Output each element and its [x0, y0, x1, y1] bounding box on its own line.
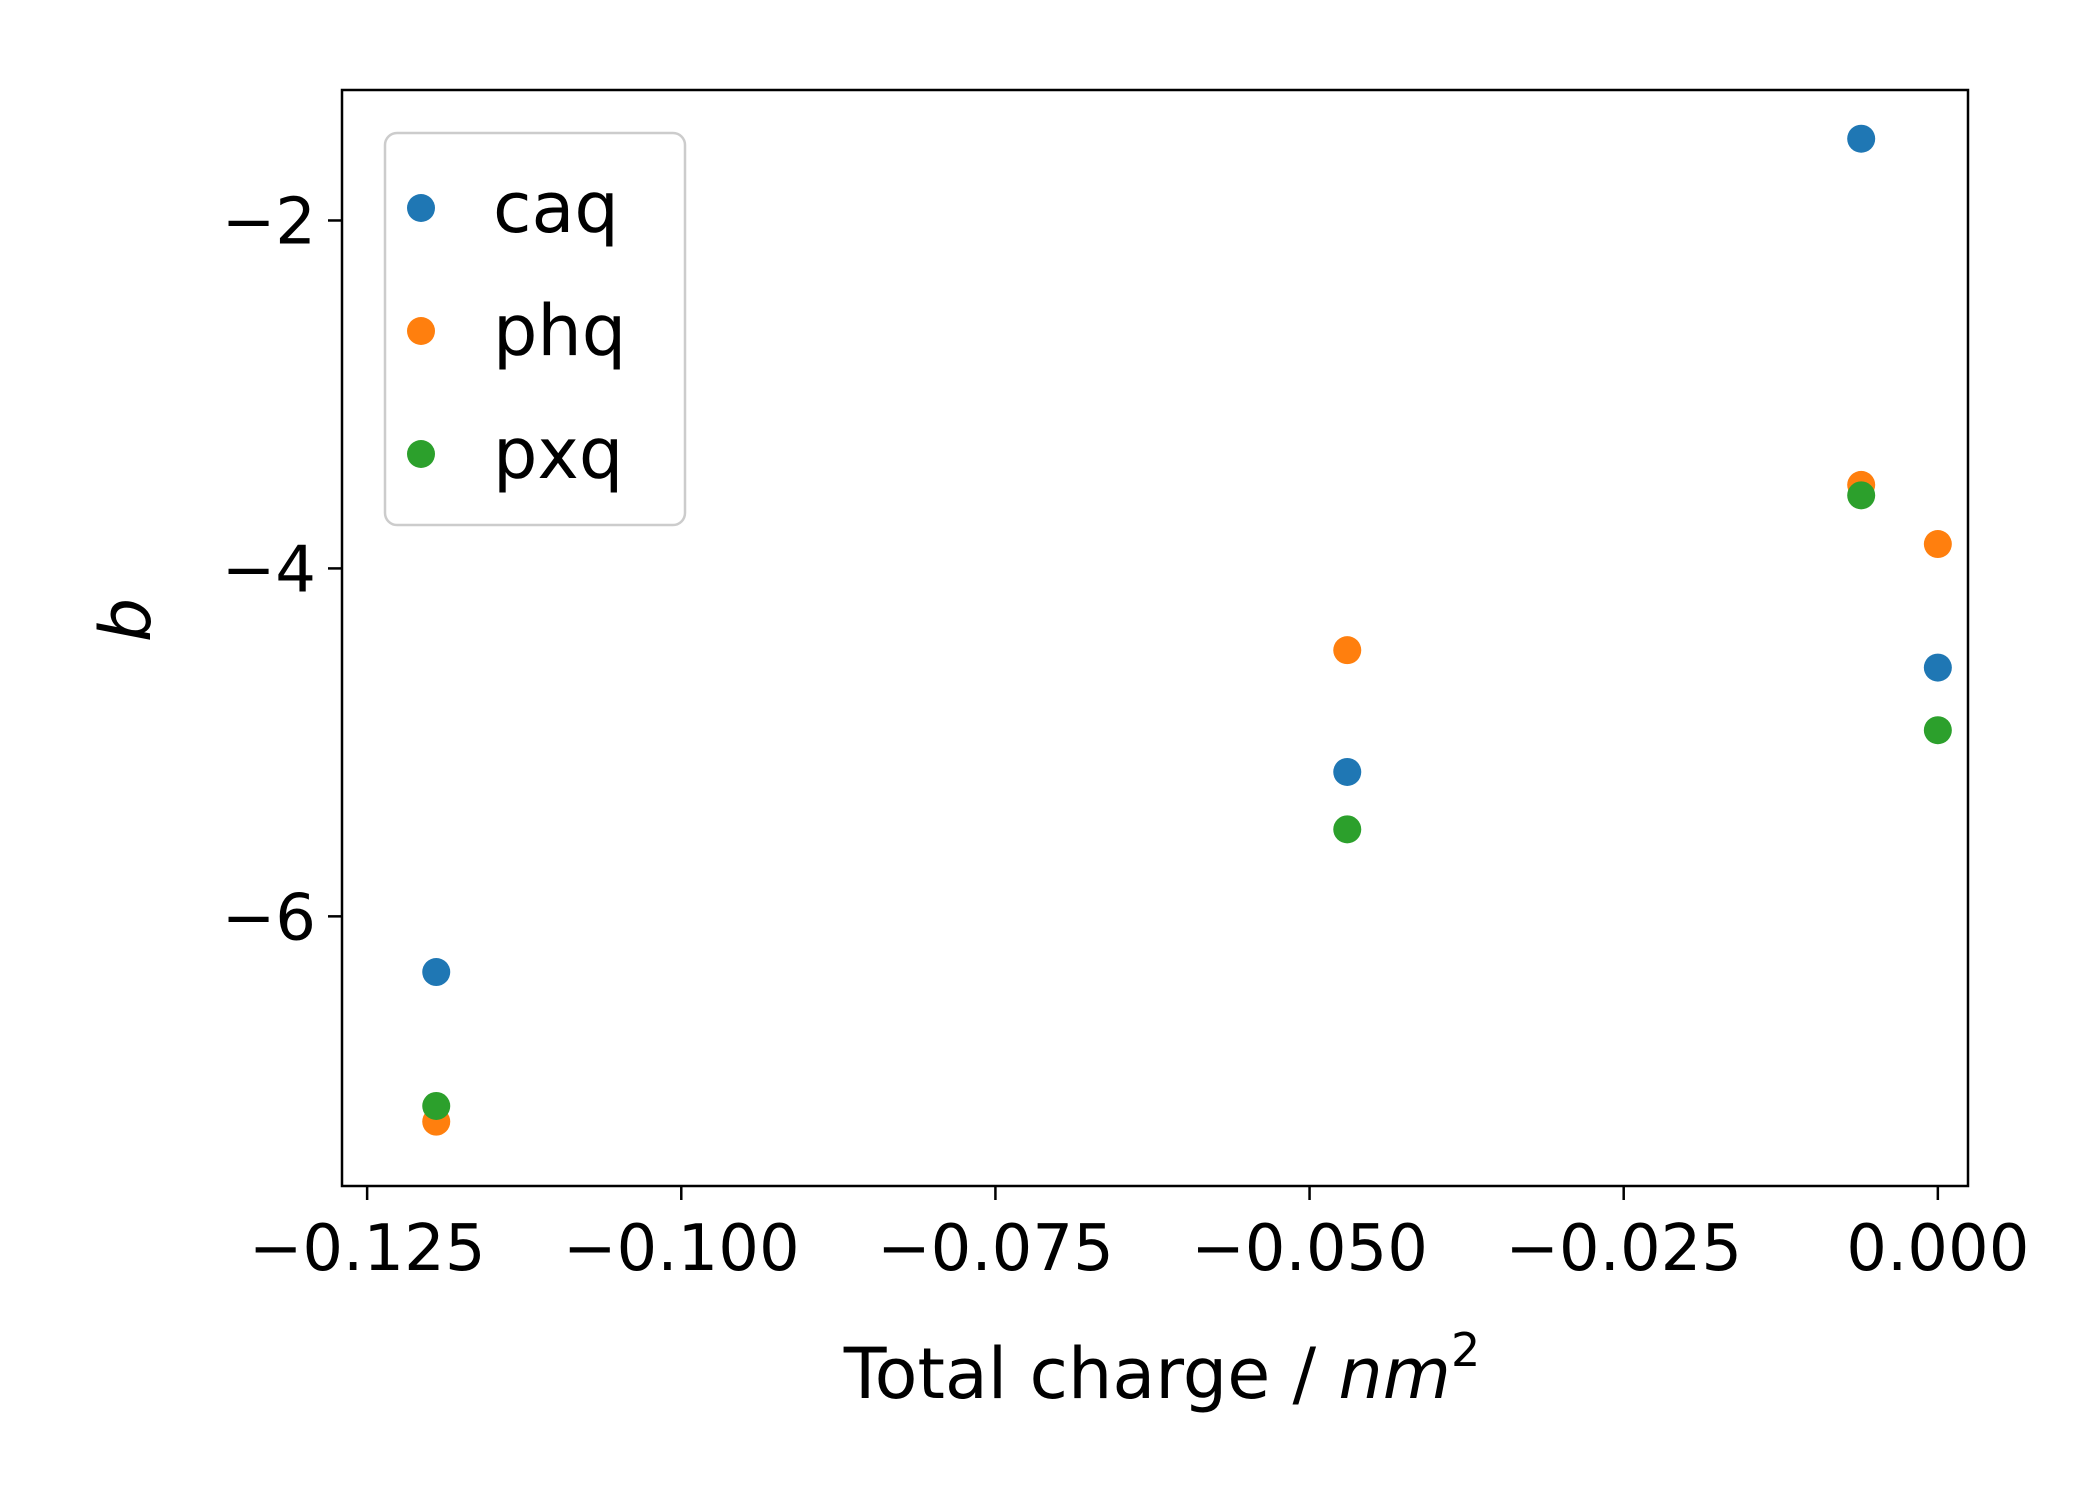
data-point-pxq: [1847, 481, 1876, 510]
x-axis-ticks: −0.125 −0.100 −0.075 −0.050 −0.025 0.000: [249, 1186, 2029, 1286]
x-axis-label-exponent: 2: [1451, 1323, 1480, 1377]
data-point-phq: [1333, 636, 1362, 665]
legend-frame: [383, 131, 687, 527]
x-axis-label: Total charge / nm2: [843, 1323, 1480, 1415]
x-tick-label: 0.000: [1846, 1212, 2029, 1286]
data-point-caq: [1333, 757, 1362, 786]
y-axis-label: b: [85, 598, 167, 642]
x-tick-label: −0.100: [563, 1212, 800, 1286]
legend: caq phq pxq: [383, 131, 687, 527]
y-tick-label: −4: [222, 533, 316, 607]
x-axis-label-text: Total charge /: [843, 1333, 1339, 1415]
data-point-caq: [422, 958, 451, 987]
data-point-pxq: [1923, 716, 1952, 745]
data-marks: [422, 124, 1952, 1136]
legend-label-pxq: pxq: [493, 413, 623, 495]
y-tick-label: −2: [222, 185, 316, 259]
legend-marker-pxq: [407, 440, 435, 468]
legend-label-phq: phq: [493, 290, 626, 372]
data-point-phq: [1923, 530, 1952, 559]
data-point-caq: [1923, 653, 1952, 682]
x-axis-label-unit: nm: [1338, 1333, 1451, 1415]
y-axis-ticks: −6 −4 −2: [222, 185, 342, 955]
data-point-pxq: [422, 1091, 451, 1120]
data-point-pxq: [1333, 815, 1362, 844]
x-tick-label: −0.125: [249, 1212, 486, 1286]
data-point-caq: [1847, 124, 1876, 153]
legend-label-caq: caq: [493, 167, 619, 249]
x-tick-label: −0.050: [1191, 1212, 1428, 1286]
legend-marker-phq: [407, 317, 435, 345]
x-tick-label: −0.025: [1505, 1212, 1742, 1286]
x-tick-label: −0.075: [877, 1212, 1114, 1286]
legend-marker-caq: [407, 194, 435, 222]
plot-area-frame: [340, 88, 1970, 1188]
y-tick-label: −6: [222, 881, 316, 955]
